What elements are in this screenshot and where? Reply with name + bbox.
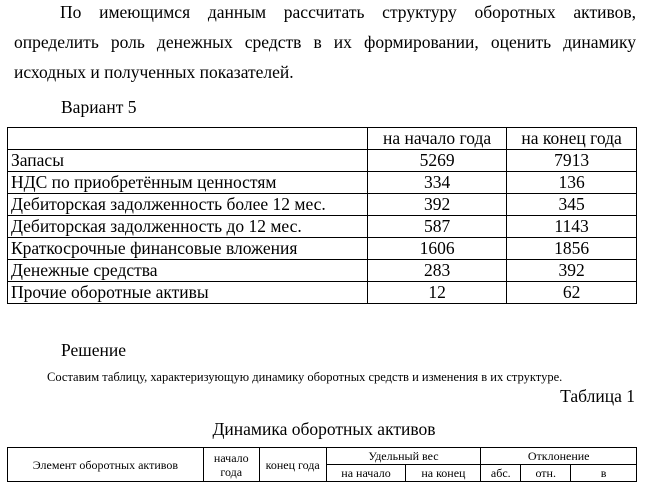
row-start-value: 12 bbox=[366, 281, 508, 304]
row-start-value: 334 bbox=[366, 171, 508, 194]
header-element: Элемент оборотных активов bbox=[7, 447, 204, 482]
row-name: Краткосрочные финансовые вложения bbox=[7, 237, 368, 260]
table-row: Дебиторская задолженность до 12 мес. 587… bbox=[7, 215, 637, 238]
header-deviation: Отклонение bbox=[480, 447, 637, 465]
table-number: Таблица 1 bbox=[560, 386, 635, 406]
row-name: Денежные средства bbox=[7, 259, 368, 282]
row-name: Дебиторская задолженность более 12 мес. bbox=[7, 193, 368, 216]
dynamics-header-row: Элемент оборотных активов начало года ко… bbox=[7, 447, 637, 482]
table-row: Запасы 5269 7913 bbox=[7, 149, 637, 172]
row-start-value: 587 bbox=[366, 215, 508, 238]
header-share: Удельный вес bbox=[325, 447, 482, 465]
dynamics-table: Элемент оборотных активов начало года ко… bbox=[7, 447, 637, 482]
table-row: Денежные средства 283 392 bbox=[7, 259, 637, 282]
row-name: Запасы bbox=[7, 149, 368, 172]
table-header-row: на начало года на конец года bbox=[7, 127, 637, 150]
row-name: НДС по приобретённым ценностям bbox=[7, 171, 368, 194]
solution-heading: Решение bbox=[61, 340, 127, 360]
row-name: Прочие оборотные активы bbox=[7, 281, 368, 304]
row-end-value: 1143 bbox=[506, 215, 637, 238]
dynamics-subheader-row: на начало на конец абс. отн. в bbox=[8, 464, 637, 482]
table-row: Дебиторская задолженность более 12 мес. … bbox=[7, 193, 637, 216]
header-empty-cell bbox=[7, 127, 368, 150]
header-share-start: на начало bbox=[325, 464, 407, 482]
row-end-value: 7913 bbox=[506, 149, 637, 172]
header-dev-rel: отн. bbox=[520, 464, 572, 482]
row-start-value: 283 bbox=[366, 259, 508, 282]
header-start-of-year: на начало года bbox=[366, 127, 508, 150]
header-start: начало года bbox=[202, 447, 260, 482]
header-dev-abs: абс. bbox=[480, 464, 522, 482]
row-name: Дебиторская задолженность до 12 мес. bbox=[7, 215, 368, 238]
table-title: Динамика оборотных активов bbox=[212, 419, 436, 439]
header-end: конец года bbox=[258, 447, 327, 482]
row-start-value: 5269 bbox=[366, 149, 508, 172]
table-row: НДС по приобретённым ценностям 334 136 bbox=[7, 171, 637, 194]
table-row: Краткосрочные финансовые вложения 1606 1… bbox=[7, 237, 637, 260]
variant-label: Вариант 5 bbox=[61, 97, 137, 117]
header-dev-share: в bbox=[570, 464, 637, 482]
solution-text: Составим таблицу, характеризующую динами… bbox=[47, 370, 563, 384]
table-row: Прочие оборотные активы 12 62 bbox=[7, 281, 637, 304]
header-share-end: на конец bbox=[405, 464, 482, 482]
row-end-value: 62 bbox=[506, 281, 637, 304]
row-end-value: 345 bbox=[506, 193, 637, 216]
row-start-value: 392 bbox=[366, 193, 508, 216]
row-end-value: 1856 bbox=[506, 237, 637, 260]
row-end-value: 392 bbox=[506, 259, 637, 282]
task-paragraph: По имеющимся данным рассчитать структуру… bbox=[14, 2, 636, 82]
header-end-of-year: на конец года bbox=[506, 127, 637, 150]
source-data-table: на начало года на конец года Запасы 5269… bbox=[7, 127, 637, 304]
row-start-value: 1606 bbox=[366, 237, 508, 260]
row-end-value: 136 bbox=[506, 171, 637, 194]
